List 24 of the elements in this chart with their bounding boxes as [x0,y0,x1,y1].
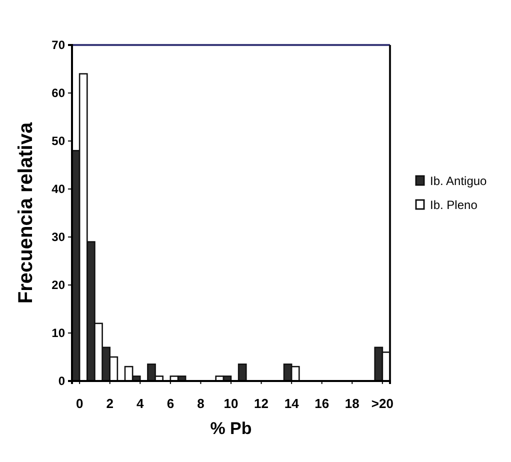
x-tick-label: 12 [254,396,269,411]
y-tick-label: 50 [52,134,66,148]
legend-label: Ib. Pleno [430,198,478,212]
x-tick-label: 16 [314,396,330,411]
y-tick-label: 60 [52,86,66,100]
x-axis-title: % Pb [210,419,252,438]
x-tick-label: 14 [284,396,300,411]
x-tick-label: 2 [106,396,114,411]
legend-label: Ib. Antiguo [430,174,488,188]
bar [238,364,247,382]
y-tick-label: 0 [58,374,66,388]
y-tick-label: 30 [52,230,66,244]
x-tick-label: 18 [344,396,360,411]
x-tick-label: 6 [166,396,174,411]
y-tick-label: 70 [52,38,66,52]
y-tick-label: 20 [52,278,66,292]
x-tick-label: 10 [224,396,238,411]
x-tick-label: 4 [136,396,145,411]
x-tick-label: 8 [197,396,204,411]
x-tick-label: >20 [371,396,394,411]
y-tick-label: 10 [52,326,66,340]
y-tick-label: 40 [52,182,66,196]
y-axis-title: Frecuencia relativa [15,122,37,304]
x-tick-label: 0 [76,396,84,411]
